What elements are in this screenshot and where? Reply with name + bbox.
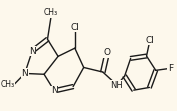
Text: CH₃: CH₃	[0, 79, 15, 88]
Text: N: N	[21, 69, 28, 78]
Text: O: O	[104, 48, 111, 57]
Text: Cl: Cl	[145, 36, 154, 45]
Text: CH₃: CH₃	[44, 8, 58, 17]
Text: Cl: Cl	[70, 23, 79, 32]
Text: NH: NH	[111, 81, 123, 90]
Text: F: F	[168, 64, 173, 73]
Text: N: N	[29, 47, 36, 56]
Text: N: N	[51, 86, 58, 95]
